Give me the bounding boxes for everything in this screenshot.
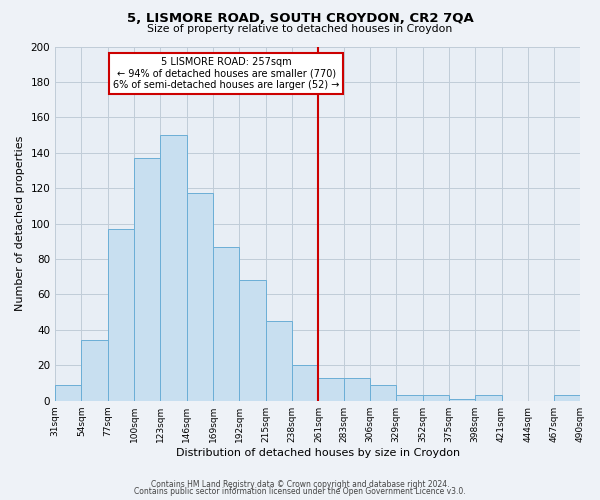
Bar (134, 158, 160, 400)
Bar (239, 280, 266, 400)
Y-axis label: Number of detached properties: Number of detached properties (15, 136, 25, 312)
Bar (370, 385, 396, 400)
Bar (449, 399, 475, 400)
Bar (213, 246, 239, 400)
Text: Size of property relative to detached houses in Croydon: Size of property relative to detached ho… (148, 24, 452, 34)
Text: Contains public sector information licensed under the Open Government Licence v3: Contains public sector information licen… (134, 487, 466, 496)
Text: Contains HM Land Registry data © Crown copyright and database right 2024.: Contains HM Land Registry data © Crown c… (151, 480, 449, 489)
X-axis label: Distribution of detached houses by size in Croydon: Distribution of detached houses by size … (176, 448, 460, 458)
Bar (319, 378, 344, 400)
Text: 5, LISMORE ROAD, SOUTH CROYDON, CR2 7QA: 5, LISMORE ROAD, SOUTH CROYDON, CR2 7QA (127, 12, 473, 24)
Bar (292, 366, 319, 400)
Bar (160, 135, 187, 400)
Bar (422, 396, 449, 400)
Bar (266, 321, 292, 400)
Bar (475, 396, 502, 400)
Bar (554, 396, 581, 400)
Bar (55, 385, 82, 400)
Bar (344, 378, 370, 400)
Bar (187, 194, 213, 400)
Bar (82, 340, 108, 400)
Bar (396, 396, 422, 400)
Bar (108, 229, 134, 400)
Text: 5 LISMORE ROAD: 257sqm
← 94% of detached houses are smaller (770)
6% of semi-det: 5 LISMORE ROAD: 257sqm ← 94% of detached… (113, 57, 340, 90)
